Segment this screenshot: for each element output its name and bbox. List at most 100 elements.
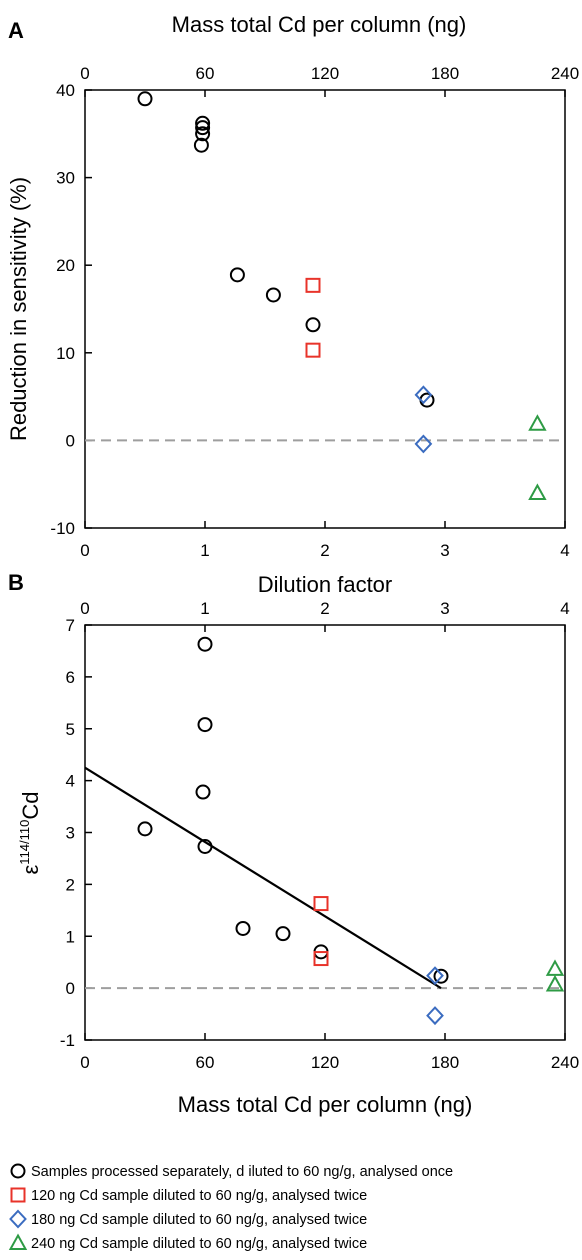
panel-b-x-tick-labels: 0 60 120 180 240	[80, 1053, 579, 1072]
panel-a-y-axis-title: Reduction in sensitivity (%)	[6, 177, 31, 441]
y-tick-label: 20	[56, 256, 75, 275]
s120-point	[313, 951, 329, 967]
x2-tick-label: 0	[80, 599, 89, 618]
panel-a-tick-marks	[84, 89, 566, 529]
s180-point	[414, 434, 433, 454]
x2-tick-label: 3	[440, 599, 449, 618]
panel-b-plot-frame	[84, 624, 566, 1041]
separate-point	[197, 636, 213, 652]
panel-b-x-axis-title: Mass total Cd per column (ng)	[178, 1092, 473, 1117]
x2-tick-label: 2	[320, 599, 329, 618]
separate-point	[195, 126, 211, 142]
panel-b-fit-line	[84, 766, 442, 990]
s120-point	[305, 342, 321, 358]
s240-point	[528, 483, 547, 500]
separate-point	[265, 287, 281, 303]
y-tick-label: 0	[66, 979, 75, 998]
separate-point	[275, 926, 291, 942]
separate-point	[305, 317, 321, 333]
x-tick-label: 0	[80, 1053, 89, 1072]
legend-label: Samples processed separately, d iluted t…	[31, 1164, 453, 1180]
legend: Samples processed separately, d iluted t…	[8, 1163, 453, 1252]
x2-tick-label: 240	[551, 64, 579, 83]
y-tick-label: 10	[56, 344, 75, 363]
legend-item-separate: Samples processed separately, d iluted t…	[10, 1163, 453, 1180]
x2-tick-label: 180	[431, 64, 459, 83]
y-tick-label: 3	[66, 824, 75, 843]
panel-b-y-axis-title-superscript: 114/110	[17, 820, 32, 865]
x-tick-label: 240	[551, 1053, 579, 1072]
y-tick-label: -1	[60, 1031, 75, 1050]
x2-tick-label: 120	[311, 64, 339, 83]
s120-point	[313, 896, 329, 912]
y-tick-label: 2	[66, 875, 75, 894]
x-tick-label: 3	[440, 541, 449, 560]
s180-point	[414, 385, 433, 405]
x2-tick-label: 60	[196, 64, 215, 83]
panel-b-y-axis-title-suffix: Cd	[18, 792, 43, 820]
y-tick-label: 4	[66, 772, 75, 791]
separate-point	[195, 784, 211, 800]
y-tick-label: 6	[66, 668, 75, 687]
panel-a-plot-frame	[84, 89, 566, 529]
legend-item-s180: 180 ng Cd sample diluted to 60 ng/g, ana…	[9, 1209, 367, 1229]
legend-label: 180 ng Cd sample diluted to 60 ng/g, ana…	[31, 1212, 367, 1228]
panel-b-points	[137, 636, 565, 1026]
separate-point	[137, 91, 153, 107]
y-tick-label: 5	[66, 720, 75, 739]
panel-a-top-tick-labels: 0 60 120 180 240	[80, 64, 579, 83]
y-tick-label: 7	[66, 616, 75, 635]
legend-item-s240: 240 ng Cd sample diluted to 60 ng/g, ana…	[8, 1233, 367, 1252]
s240-point	[545, 959, 565, 976]
panel-a: A Mass total Cd per column (ng) 0 60 120 18…	[6, 12, 579, 597]
y-tick-label: 0	[66, 431, 75, 450]
legend-label: 240 ng Cd sample diluted to 60 ng/g, ana…	[31, 1236, 367, 1252]
separate-point	[193, 137, 209, 153]
x-tick-label: 2	[320, 541, 329, 560]
legend-marker-diamond	[9, 1209, 27, 1229]
y-tick-label: 40	[56, 81, 75, 100]
legend-label: 120 ng Cd sample diluted to 60 ng/g, ana…	[31, 1188, 367, 1204]
s240-point	[528, 414, 547, 431]
separate-point	[197, 839, 213, 855]
separate-point	[197, 717, 213, 733]
y-tick-label: -10	[50, 519, 75, 538]
s180-point	[426, 1006, 444, 1026]
panel-a-points	[137, 91, 547, 500]
x2-tick-label: 0	[80, 64, 89, 83]
separate-point	[229, 267, 245, 283]
panel-b: B 0 1 2 3 4 -1 0 1 2 3 4 5 6 7 0 60 120 180 240 ε114/110…	[8, 570, 579, 1117]
y-tick-label: 30	[56, 169, 75, 188]
separate-point	[235, 920, 251, 936]
x-tick-label: 60	[196, 1053, 215, 1072]
x2-tick-label: 1	[200, 599, 209, 618]
x-tick-label: 120	[311, 1053, 339, 1072]
panel-b-y-tick-labels: -1 0 1 2 3 4 5 6 7	[60, 616, 75, 1050]
panel-b-tick-marks	[84, 624, 566, 1041]
panel-b-y-axis-title-prefix: ε	[18, 865, 43, 875]
legend-marker-square	[10, 1187, 26, 1203]
panel-a-y-tick-labels: -10 0 10 20 30 40	[50, 81, 75, 538]
separate-point	[433, 968, 449, 984]
x2-tick-label: 4	[560, 599, 569, 618]
x-tick-label: 180	[431, 1053, 459, 1072]
x-tick-label: 4	[560, 541, 569, 560]
legend-item-s120: 120 ng Cd sample diluted to 60 ng/g, ana…	[10, 1187, 367, 1204]
separate-point	[137, 821, 153, 837]
s180-point	[426, 966, 444, 986]
panel-b-top-tick-labels: 0 1 2 3 4	[80, 599, 569, 618]
panel-a-x-tick-labels: 0 1 2 3 4	[80, 541, 569, 560]
x-tick-label: 0	[80, 541, 89, 560]
y-tick-label: 1	[66, 927, 75, 946]
panel-a-letter: A	[8, 18, 24, 43]
legend-marker-circle	[10, 1163, 26, 1179]
s240-point	[545, 974, 565, 992]
s120-point	[305, 277, 321, 293]
legend-marker-triangle	[8, 1233, 28, 1250]
panel-b-y-axis-title: ε114/110Cd	[17, 792, 43, 875]
panel-b-letter: B	[8, 570, 24, 595]
x-tick-label: 1	[200, 541, 209, 560]
panel-a-x-axis-title: Dilution factor	[258, 572, 393, 597]
panel-a-top-axis-title: Mass total Cd per column (ng)	[172, 12, 467, 37]
